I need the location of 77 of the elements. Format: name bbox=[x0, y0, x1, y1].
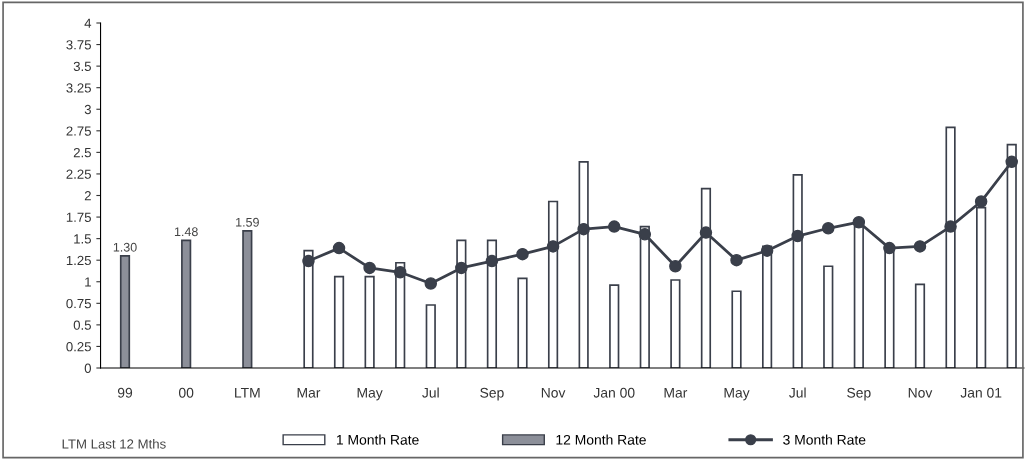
bar bbox=[364, 275, 375, 368]
y-tick-label: 0.75 bbox=[66, 298, 91, 309]
bar bbox=[670, 279, 681, 368]
x-tick-label: Mar bbox=[664, 387, 688, 398]
data-label: 1.30 bbox=[113, 242, 137, 252]
point bbox=[546, 240, 560, 253]
data-label: 1.48 bbox=[174, 227, 198, 237]
bar bbox=[517, 277, 528, 368]
point bbox=[699, 226, 713, 239]
y-tick-label: 1 bbox=[85, 277, 91, 287]
y-tick-label: 1.5 bbox=[74, 234, 91, 244]
legend-label: 12 Month Rate bbox=[556, 434, 646, 445]
point bbox=[485, 254, 499, 268]
bar bbox=[609, 284, 620, 368]
bar bbox=[792, 173, 803, 368]
x-tick-label: Nov bbox=[908, 387, 933, 398]
x-tick-label: Sep bbox=[480, 387, 504, 401]
y-tick-label: 1.75 bbox=[66, 212, 91, 222]
point bbox=[516, 247, 529, 261]
point bbox=[883, 241, 896, 255]
point bbox=[791, 229, 804, 243]
y-tick-label: 3 bbox=[84, 104, 91, 115]
point bbox=[852, 215, 866, 229]
bar bbox=[731, 290, 742, 368]
x-tick-label: Nov bbox=[541, 387, 566, 398]
point bbox=[302, 254, 315, 268]
y-tick-label: 1.25 bbox=[66, 255, 91, 266]
point bbox=[638, 228, 652, 241]
x-tick-label: Jan 01 bbox=[960, 387, 1002, 398]
point bbox=[363, 261, 376, 275]
point bbox=[669, 259, 682, 273]
point bbox=[424, 277, 438, 290]
x-tick-label: LTM bbox=[235, 387, 260, 398]
y-tick-label: 3.5 bbox=[73, 61, 91, 72]
bar bbox=[578, 161, 589, 368]
point bbox=[455, 261, 468, 275]
legend-label: 3 Month Rate bbox=[783, 434, 866, 445]
point bbox=[822, 222, 835, 235]
y-tick-label: 4 bbox=[84, 18, 92, 28]
x-tick-label: Jul bbox=[422, 387, 439, 398]
point bbox=[1005, 155, 1018, 169]
y-tick-label: 2.25 bbox=[66, 169, 91, 179]
point bbox=[974, 195, 988, 208]
data-label: 1.59 bbox=[236, 217, 259, 227]
x-tick-label: 00 bbox=[178, 387, 194, 398]
bar bbox=[181, 239, 192, 368]
y-tick-label: 2.5 bbox=[73, 147, 91, 158]
bar bbox=[823, 265, 834, 368]
y-tick-label: 2 bbox=[84, 191, 91, 201]
point bbox=[944, 220, 957, 233]
bar bbox=[119, 255, 131, 368]
bar bbox=[333, 275, 345, 368]
y-tick-label: 3.75 bbox=[66, 40, 91, 50]
point bbox=[913, 240, 927, 253]
point bbox=[730, 253, 743, 267]
x-tick-label: Jan 00 bbox=[593, 387, 635, 398]
x-tick-label: Mar bbox=[297, 387, 321, 398]
x-tick-label: 99 bbox=[117, 387, 133, 398]
x-tick-label: May bbox=[357, 387, 383, 401]
point bbox=[332, 241, 346, 255]
bar bbox=[914, 283, 926, 368]
point bbox=[393, 266, 407, 279]
bar bbox=[425, 304, 436, 368]
x-tick-label: Jul bbox=[789, 387, 806, 398]
text: LTM Last 12 Mths bbox=[62, 438, 166, 449]
y-tick-label: 0.5 bbox=[73, 320, 91, 330]
y-tick-label: 3.25 bbox=[66, 83, 91, 93]
y-tick-label: 0 bbox=[84, 363, 91, 373]
x-tick-label: Sep bbox=[847, 387, 871, 401]
y-tick-label: 2.75 bbox=[66, 126, 91, 136]
bar bbox=[242, 230, 253, 368]
point bbox=[760, 244, 774, 257]
point bbox=[577, 222, 590, 236]
y-tick-label: 0.25 bbox=[66, 342, 91, 352]
legend-label: 1 Month Rate bbox=[336, 434, 419, 445]
x-tick-label: May bbox=[724, 387, 750, 401]
point bbox=[607, 220, 621, 233]
